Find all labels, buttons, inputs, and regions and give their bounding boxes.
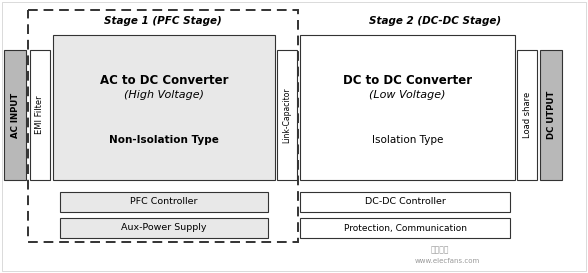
Bar [60,218,268,238]
Text: www.elecfans.com: www.elecfans.com [415,258,480,264]
Text: Isolation Type: Isolation Type [372,135,443,145]
Bar [28,10,298,242]
Text: Stage 2 (DC-DC Stage): Stage 2 (DC-DC Stage) [369,16,501,26]
Text: EMI Filter: EMI Filter [35,96,45,134]
Text: DC-DC Controller: DC-DC Controller [365,197,446,206]
Text: DC to DC Converter: DC to DC Converter [343,73,472,87]
Bar [300,192,510,212]
Text: Stage 1 (PFC Stage): Stage 1 (PFC Stage) [104,16,222,26]
Bar [540,50,562,180]
Bar [277,50,297,180]
Bar [300,218,510,238]
Text: Protection, Communication: Protection, Communication [343,224,466,233]
Text: 電子發燒: 電子發燒 [431,245,449,254]
Text: Load share: Load share [523,92,532,138]
Text: DC UTPUT: DC UTPUT [546,91,556,139]
Bar [30,50,50,180]
Bar [60,192,268,212]
Text: AC INPUT: AC INPUT [11,92,19,138]
Text: (High Voltage): (High Voltage) [124,90,204,100]
Text: (Low Voltage): (Low Voltage) [369,90,446,100]
Text: Aux-Power Supply: Aux-Power Supply [121,224,207,233]
Text: Link-Capacitor: Link-Capacitor [282,87,292,143]
Bar [300,35,515,180]
Bar [4,50,26,180]
Text: AC to DC Converter: AC to DC Converter [100,73,228,87]
Bar [517,50,537,180]
Bar [53,35,275,180]
Text: PFC Controller: PFC Controller [131,197,198,206]
Text: Non-Isolation Type: Non-Isolation Type [109,135,219,145]
